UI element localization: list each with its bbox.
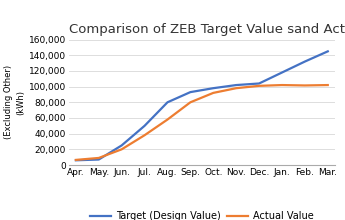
Actual Value	[303, 84, 307, 87]
Y-axis label: Cumulative Power Consumption
(Excluding Other)
(kWh): Cumulative Power Consumption (Excluding …	[0, 35, 25, 170]
Target (Design Value)	[142, 125, 147, 127]
Actual Value	[280, 84, 284, 86]
Target (Design Value)	[188, 91, 193, 94]
Target (Design Value)	[120, 144, 124, 147]
Target (Design Value)	[326, 50, 330, 53]
Target (Design Value)	[74, 159, 78, 162]
Line: Actual Value: Actual Value	[76, 85, 328, 160]
Actual Value	[326, 84, 330, 86]
Target (Design Value)	[97, 158, 101, 161]
Target (Design Value)	[165, 101, 169, 104]
Target (Design Value)	[211, 87, 215, 90]
Legend: Target (Design Value), Actual Value: Target (Design Value), Actual Value	[86, 207, 318, 220]
Actual Value	[142, 134, 147, 137]
Line: Target (Design Value): Target (Design Value)	[76, 51, 328, 160]
Actual Value	[211, 92, 215, 94]
Actual Value	[257, 84, 261, 87]
Actual Value	[165, 118, 169, 121]
Text: Comparison of ZEB Target Value sand Actual Results: Comparison of ZEB Target Value sand Actu…	[69, 23, 345, 36]
Actual Value	[234, 87, 238, 90]
Actual Value	[188, 101, 193, 104]
Target (Design Value)	[257, 82, 261, 85]
Target (Design Value)	[280, 71, 284, 74]
Target (Design Value)	[234, 84, 238, 86]
Actual Value	[97, 157, 101, 159]
Actual Value	[74, 159, 78, 161]
Actual Value	[120, 148, 124, 151]
Target (Design Value)	[303, 60, 307, 63]
